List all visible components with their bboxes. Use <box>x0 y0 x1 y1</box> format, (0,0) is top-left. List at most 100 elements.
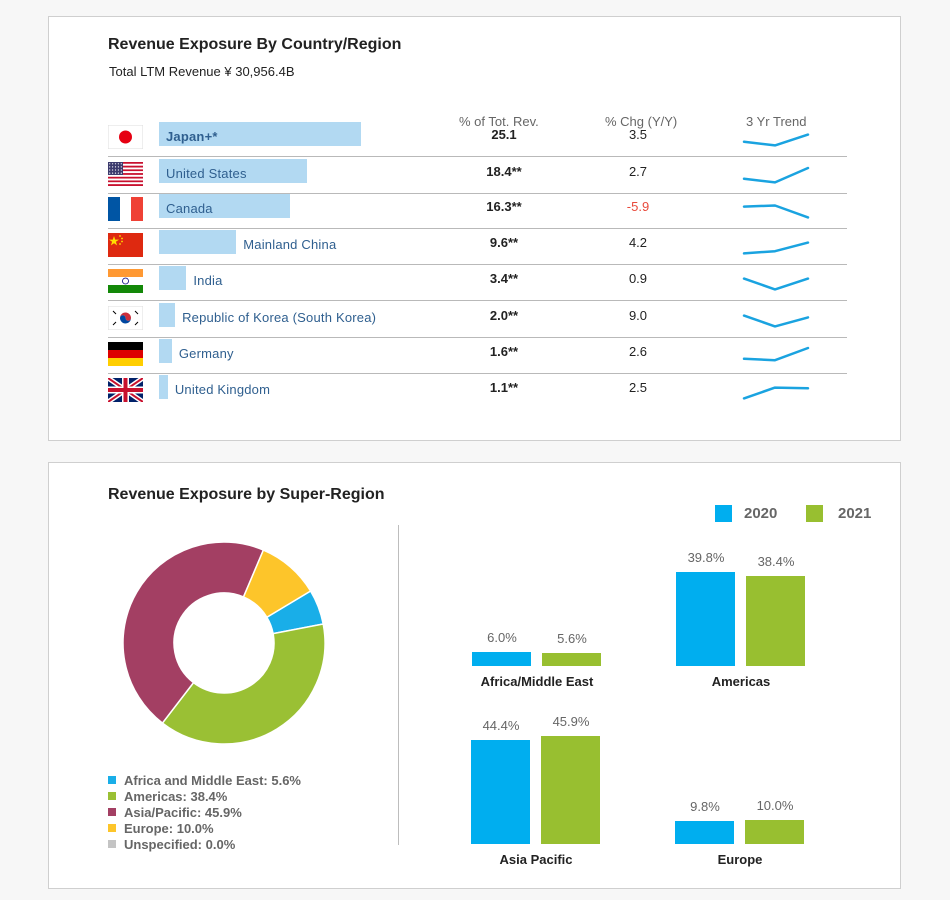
bar-2020 <box>472 651 531 666</box>
legend-swatch <box>108 824 116 832</box>
country-name: United States <box>166 166 247 181</box>
legend-swatch <box>108 808 116 816</box>
trend-sparkline <box>742 277 810 291</box>
trend-line <box>742 314 810 328</box>
bar-2020 <box>471 739 530 844</box>
row-divider <box>108 193 847 194</box>
china-flag-icon <box>108 233 143 257</box>
legend-2020-label: 2020 <box>744 505 778 522</box>
country-name: Japan+* <box>166 129 218 144</box>
table-row: United States 18.4** 2.7 <box>108 158 847 194</box>
bar-2021 <box>746 575 805 666</box>
table-row: Mainland China 9.6** 4.2 <box>108 229 847 265</box>
pct-change: 2.5 <box>628 380 648 395</box>
bar-value-label: 39.8% <box>687 550 725 566</box>
legend-2020-swatch <box>715 505 732 522</box>
legend-label: Africa and Middle East: 5.6% <box>124 773 301 788</box>
trend-sparkline <box>742 241 810 255</box>
table-row: India 3.4** 0.9 <box>108 265 847 301</box>
share-bar <box>159 122 361 146</box>
canada-flag-icon <box>108 197 143 221</box>
row-divider <box>108 264 847 265</box>
donut-chart <box>122 541 326 745</box>
country-name: Germany <box>178 346 234 361</box>
bar-value-label: 38.4% <box>757 553 795 569</box>
country-name: Canada <box>166 201 213 216</box>
pct-of-revenue: 3.4** <box>489 271 519 286</box>
trend-sparkline <box>742 133 810 147</box>
legend-label: Asia/Pacific: 45.9% <box>124 805 242 820</box>
bar-value-label: 6.0% <box>487 629 517 645</box>
table-row: Canada 16.3** -5.9 <box>108 193 847 229</box>
pct-of-revenue: 18.4** <box>486 164 522 179</box>
share-bar <box>159 230 237 254</box>
germany-flag-icon <box>108 342 143 366</box>
row-divider <box>108 373 847 374</box>
country-name: Mainland China <box>243 237 337 252</box>
table-row: Germany 1.6** 2.6 <box>108 338 847 374</box>
uk-flag-icon <box>108 378 143 402</box>
bar-2021 <box>745 820 804 844</box>
bar-group-label: Europe <box>717 852 763 867</box>
col-header-trend: 3 Yr Trend <box>746 114 807 129</box>
india-flag-icon <box>108 269 143 293</box>
pct-change: 0.9 <box>628 271 648 286</box>
legend-label: Unspecified: 0.0% <box>124 837 236 852</box>
legend-item: Africa and Middle East: 5.6% <box>108 773 301 788</box>
us-flag-icon <box>108 162 143 186</box>
country-name: United Kingdom <box>174 382 271 397</box>
table-row: United Kingdom 1.1** 2.5 <box>108 374 847 410</box>
trend-line <box>742 166 810 184</box>
legend-2021-swatch <box>806 505 823 522</box>
bar-group-label: Africa/Middle East <box>480 674 594 689</box>
pct-change: 9.0 <box>628 308 648 323</box>
super-region-title: Revenue Exposure by Super-Region <box>108 486 385 503</box>
bar-2021 <box>542 652 601 666</box>
row-divider <box>108 156 847 157</box>
bar-2020 <box>675 820 734 844</box>
legend-swatch <box>108 776 116 784</box>
trend-sparkline <box>742 386 810 400</box>
country-exposure-panel: Revenue Exposure By Country/Region Total… <box>48 16 901 441</box>
trend-sparkline <box>742 314 810 328</box>
pct-change: 2.7 <box>628 164 648 179</box>
table-row: Republic of Korea (South Korea) 2.0** 9.0 <box>108 302 847 338</box>
trend-sparkline <box>742 204 810 219</box>
bar-value-label: 45.9% <box>552 714 590 729</box>
trend-line <box>742 386 810 400</box>
pct-of-revenue: 1.6** <box>489 344 519 359</box>
trend-line <box>742 204 810 219</box>
pct-of-revenue: 9.6** <box>489 235 519 250</box>
trend-line <box>742 277 810 291</box>
panel-title: Revenue Exposure By Country/Region <box>108 36 402 53</box>
pct-change: -5.9 <box>626 199 650 214</box>
share-bar <box>159 266 187 290</box>
trend-line <box>742 133 810 147</box>
trend-line <box>742 346 810 362</box>
super-region-panel: Revenue Exposure by Super-Region Africa … <box>48 462 901 889</box>
country-name: India <box>193 273 223 288</box>
share-bar <box>159 194 291 218</box>
bar-value-label: 5.6% <box>557 630 587 646</box>
pct-of-revenue: 16.3** <box>486 199 522 214</box>
korea-flag-icon <box>108 306 143 330</box>
share-bar <box>159 339 172 363</box>
bar-value-label: 9.8% <box>690 798 720 814</box>
legend-item: Unspecified: 0.0% <box>108 837 235 852</box>
legend-item: Americas: 38.4% <box>108 789 227 804</box>
bar-2020 <box>676 572 735 666</box>
legend-item: Europe: 10.0% <box>108 821 214 836</box>
bar-value-label: 10.0% <box>756 798 794 814</box>
panel-divider <box>398 525 399 845</box>
legend-item: Asia/Pacific: 45.9% <box>108 805 242 820</box>
share-bar <box>159 159 308 183</box>
share-bar <box>159 303 176 327</box>
total-revenue-subtitle: Total LTM Revenue ¥ 30,956.4B <box>109 64 295 79</box>
legend-2021-label: 2021 <box>838 505 872 522</box>
pct-change: 4.2 <box>628 235 648 250</box>
bar-2021 <box>541 736 600 844</box>
bar-group-label: Asia Pacific <box>499 852 573 867</box>
row-divider <box>108 337 847 338</box>
legend-swatch <box>108 792 116 800</box>
pct-change: 3.5 <box>628 127 648 142</box>
